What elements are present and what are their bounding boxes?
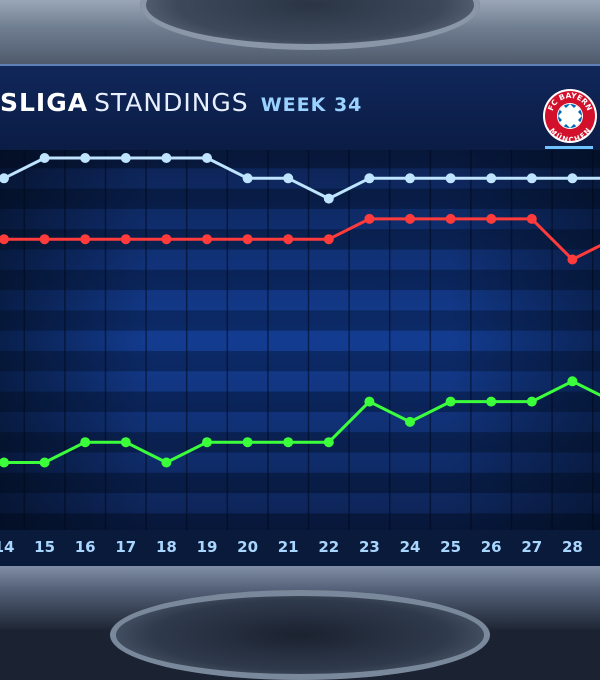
series-2-point (364, 213, 375, 224)
x-tick-label: 23 (358, 538, 380, 556)
x-tick-label: 16 (74, 538, 96, 556)
series-2-point (567, 254, 578, 265)
series-2-point (161, 234, 172, 245)
series-3-point (486, 396, 497, 407)
series-1-point (405, 173, 415, 184)
series-1-point (486, 173, 497, 184)
x-tick-label: 21 (277, 538, 299, 556)
series-line-3 (4, 379, 600, 464)
standings-chart (0, 150, 600, 530)
series-3-point (120, 437, 131, 448)
week-label: WEEK 34 (260, 94, 363, 116)
series-2-point (242, 234, 253, 245)
series-1-point (364, 173, 375, 184)
series-2-point (283, 234, 294, 245)
series-1-point (567, 173, 578, 184)
series-1-point (39, 153, 50, 163)
series-layer (0, 153, 600, 468)
studio-floor (0, 560, 600, 680)
series-3-point (283, 437, 294, 448)
series-2-point (80, 234, 91, 245)
x-tick-label: 19 (196, 538, 218, 556)
x-tick-label: 27 (521, 538, 543, 556)
x-tick-label: 15 (34, 538, 56, 556)
series-2-point (0, 234, 9, 245)
x-tick-label: 25 (440, 538, 462, 556)
series-3-point (323, 437, 334, 448)
series-2-point (120, 234, 131, 245)
studio-ceiling-ring (140, 0, 480, 50)
series-1-point (323, 193, 334, 204)
x-tick-label: 28 (561, 538, 583, 556)
page-title: SLIGA STANDINGS WEEK 34 (0, 88, 362, 117)
series-2-point (39, 234, 50, 245)
studio-floor-ring (110, 590, 490, 680)
series-3-point (202, 437, 212, 448)
series-3-point (39, 457, 50, 468)
plot-vignette (0, 150, 600, 530)
title-part-2: STANDINGS (94, 88, 249, 117)
series-1-point (120, 153, 131, 163)
series-3-point (0, 457, 9, 468)
series-3-point (364, 396, 375, 407)
series-2-point (526, 213, 537, 224)
standings-screen: SLIGA STANDINGS WEEK 34 FC BAYERN MÜNCHEN (0, 64, 600, 566)
x-tick-label: 24 (399, 538, 421, 556)
series-1-point (445, 173, 456, 184)
title-part-1: SLIGA (0, 88, 89, 117)
series-3-point (526, 396, 537, 407)
series-1-point (242, 173, 253, 184)
logo-diamonds (558, 104, 582, 128)
series-1-point (161, 153, 172, 163)
x-tick-label: 14 (0, 538, 15, 556)
x-tick-label: 20 (237, 538, 259, 556)
series-line-1 (3, 156, 600, 201)
series-1-point (283, 173, 294, 184)
series-1-point (526, 173, 537, 184)
x-tick-label: 18 (155, 538, 177, 556)
x-tick-label: 17 (115, 538, 137, 556)
series-line-2 (4, 217, 600, 261)
series-3-point (80, 437, 91, 448)
series-2-point (445, 213, 456, 224)
x-axis: 1415161718192021222324252627282 (0, 530, 600, 566)
series-3-point (567, 376, 578, 387)
series-2-point (486, 213, 497, 224)
logo-underline (545, 146, 593, 149)
series-1-point (202, 153, 212, 163)
x-tick-label: 22 (318, 538, 340, 556)
series-2-point (323, 234, 334, 245)
series-3-point (161, 457, 172, 468)
series-2-point (202, 234, 212, 245)
series-3-point (242, 437, 253, 448)
series-2-point (405, 213, 415, 224)
x-tick-label: 26 (480, 538, 502, 556)
series-1-point (80, 153, 91, 163)
series-1-point (0, 173, 9, 184)
fc-bayern-logo: FC BAYERN MÜNCHEN (543, 89, 597, 144)
series-3-point (445, 396, 456, 407)
studio-ceiling (0, 0, 600, 70)
header: SLIGA STANDINGS WEEK 34 FC BAYERN MÜNCHEN (0, 66, 600, 150)
series-3-point (405, 416, 415, 427)
